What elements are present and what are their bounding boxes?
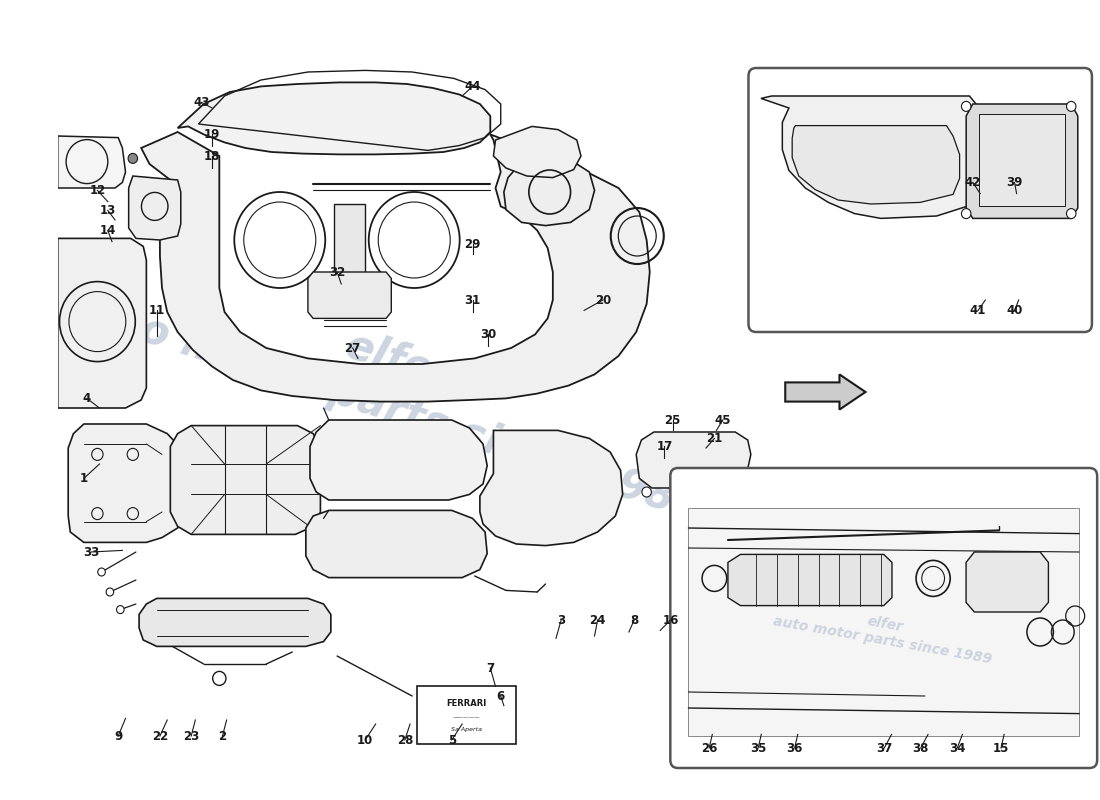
Polygon shape [139, 598, 331, 646]
Text: —————: ————— [453, 715, 481, 721]
Polygon shape [966, 104, 1078, 218]
Text: 41: 41 [970, 304, 987, 317]
Text: 12: 12 [89, 184, 106, 197]
Circle shape [128, 154, 138, 163]
Polygon shape [979, 114, 1065, 206]
Text: 23: 23 [183, 730, 199, 742]
Text: 11: 11 [148, 304, 165, 317]
Circle shape [1067, 209, 1076, 218]
Circle shape [1067, 102, 1076, 111]
Text: FERRARI: FERRARI [447, 699, 487, 708]
Text: 34: 34 [949, 742, 966, 754]
Text: 26: 26 [701, 742, 717, 754]
FancyBboxPatch shape [748, 68, 1092, 332]
Text: 44: 44 [464, 80, 481, 93]
Polygon shape [494, 126, 581, 178]
Text: 14: 14 [100, 224, 116, 237]
Text: 25: 25 [664, 414, 681, 426]
Polygon shape [306, 510, 487, 578]
Text: 37: 37 [876, 742, 892, 754]
Text: 32: 32 [329, 266, 345, 278]
Text: 27: 27 [344, 342, 361, 354]
FancyBboxPatch shape [670, 468, 1097, 768]
Text: 36: 36 [786, 742, 803, 754]
Circle shape [961, 209, 971, 218]
Text: 16: 16 [662, 614, 679, 626]
Polygon shape [636, 432, 751, 488]
Text: 31: 31 [464, 294, 481, 306]
Text: 19: 19 [204, 128, 220, 141]
Polygon shape [177, 82, 491, 154]
Circle shape [961, 102, 971, 111]
Text: 6: 6 [496, 690, 505, 702]
Text: 22: 22 [152, 730, 168, 742]
Text: 40: 40 [1006, 304, 1023, 317]
Text: 7: 7 [486, 662, 494, 674]
Text: elfer
auto motor parts since 1989: elfer auto motor parts since 1989 [60, 238, 722, 530]
Text: 2: 2 [219, 730, 227, 742]
Text: 39: 39 [1006, 176, 1023, 189]
Text: 17: 17 [657, 440, 672, 453]
Polygon shape [728, 554, 892, 606]
Text: 42: 42 [965, 176, 981, 189]
Polygon shape [58, 238, 146, 408]
Polygon shape [129, 176, 180, 240]
Circle shape [212, 671, 226, 686]
Polygon shape [480, 430, 623, 546]
Text: 4: 4 [82, 392, 91, 405]
Text: 30: 30 [480, 328, 496, 341]
Text: 18: 18 [204, 150, 220, 162]
Text: 29: 29 [464, 238, 481, 250]
Text: Sa Aperta: Sa Aperta [451, 727, 483, 732]
Circle shape [98, 568, 106, 576]
Polygon shape [334, 204, 365, 278]
Text: 33: 33 [82, 546, 99, 558]
Polygon shape [785, 374, 866, 410]
Polygon shape [761, 96, 986, 218]
Polygon shape [417, 686, 516, 744]
Polygon shape [308, 272, 392, 318]
Circle shape [117, 606, 124, 614]
Text: 20: 20 [595, 294, 610, 306]
Text: 15: 15 [993, 742, 1009, 754]
Text: 21: 21 [706, 432, 723, 445]
Text: 24: 24 [590, 614, 606, 626]
Text: 3: 3 [557, 614, 565, 626]
Text: 43: 43 [194, 96, 210, 109]
Text: 10: 10 [358, 734, 373, 746]
Polygon shape [68, 424, 183, 542]
Polygon shape [792, 126, 959, 204]
Text: 5: 5 [448, 734, 455, 746]
Text: elfer
auto motor parts since 1989: elfer auto motor parts since 1989 [772, 598, 996, 666]
Text: 13: 13 [100, 204, 116, 217]
Polygon shape [58, 136, 125, 188]
Polygon shape [141, 132, 650, 402]
Polygon shape [504, 158, 594, 226]
Circle shape [642, 487, 651, 497]
Polygon shape [170, 426, 320, 534]
Text: 1: 1 [80, 472, 88, 485]
Circle shape [106, 588, 113, 596]
Polygon shape [689, 508, 1079, 736]
Circle shape [728, 490, 738, 499]
Polygon shape [966, 552, 1048, 612]
Text: 9: 9 [114, 730, 122, 742]
Text: 38: 38 [913, 742, 928, 754]
Text: 45: 45 [715, 414, 732, 426]
Text: 8: 8 [630, 614, 638, 626]
Text: 35: 35 [750, 742, 767, 754]
Polygon shape [310, 420, 487, 500]
Text: 28: 28 [397, 734, 412, 746]
